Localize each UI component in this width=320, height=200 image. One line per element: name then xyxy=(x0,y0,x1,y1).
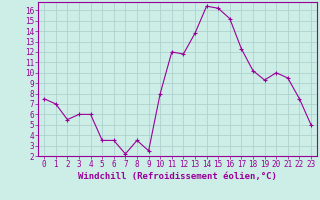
X-axis label: Windchill (Refroidissement éolien,°C): Windchill (Refroidissement éolien,°C) xyxy=(78,172,277,181)
